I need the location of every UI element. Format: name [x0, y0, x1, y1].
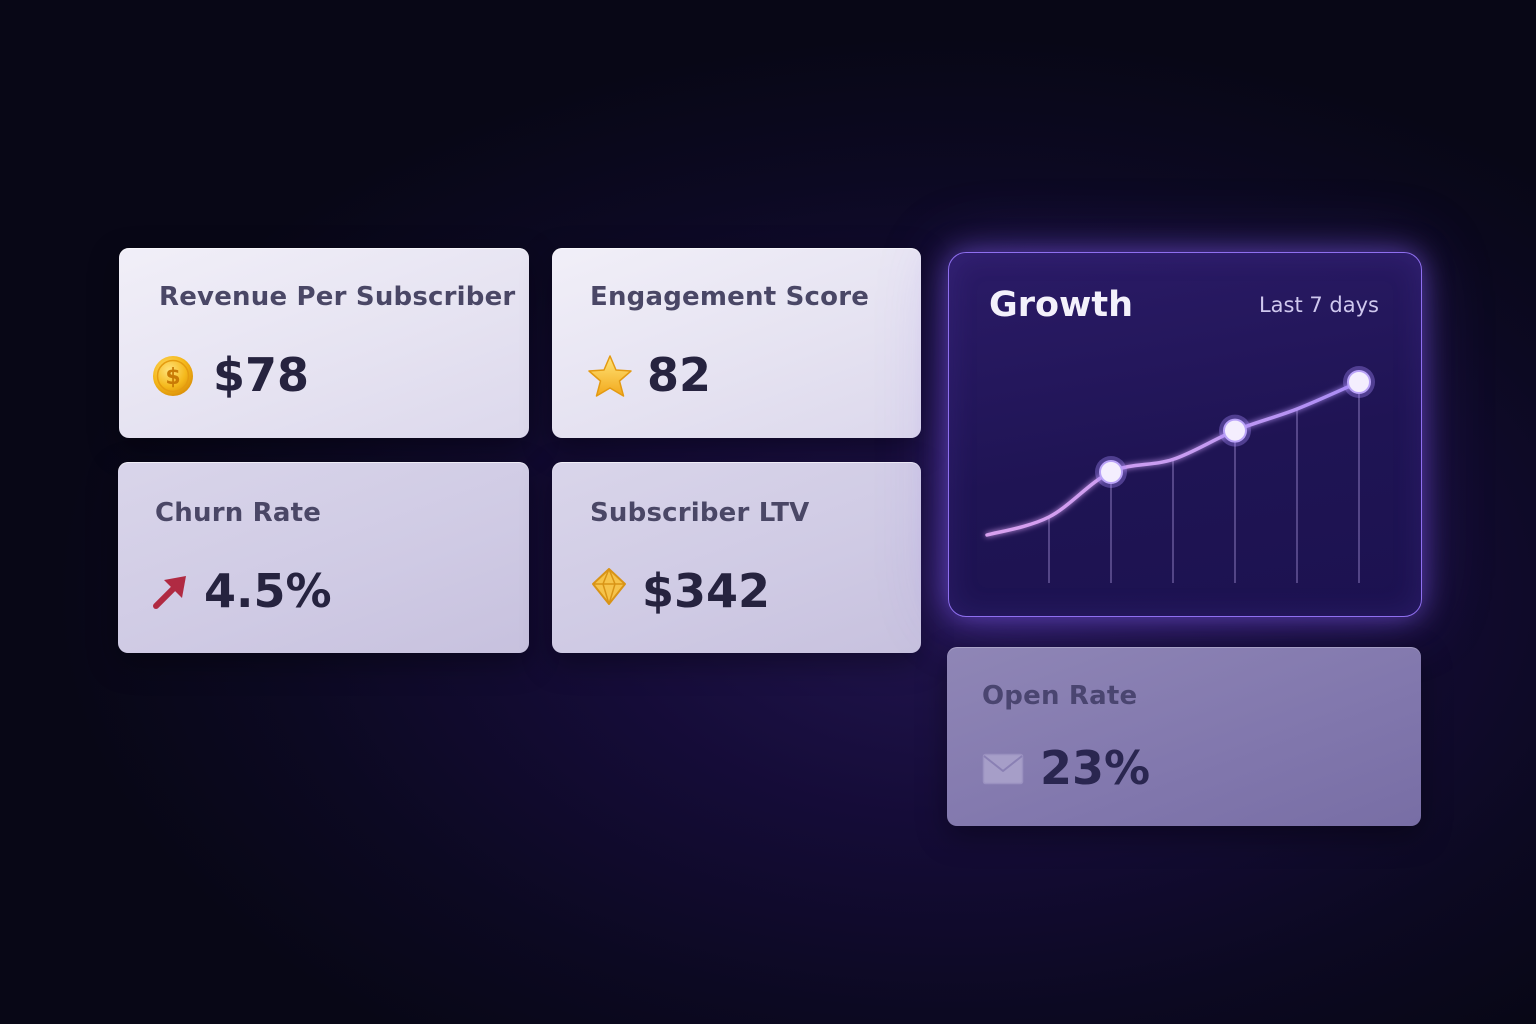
card-title: Open Rate [982, 681, 1138, 711]
svg-text:$: $ [165, 365, 180, 390]
coin-icon: $ [153, 356, 193, 396]
engagement-score-card[interactable]: Engagement Score 82 [552, 248, 921, 438]
revenue-per-subscriber-card[interactable]: Revenue Per Subscriber $ $78 [119, 248, 529, 438]
card-title: Engagement Score [590, 282, 870, 312]
diamond-icon [592, 568, 626, 605]
star-icon [588, 355, 632, 397]
card-value: 4.5% [204, 564, 332, 618]
growth-line-chart [985, 366, 1375, 583]
card-value: 82 [647, 348, 712, 402]
envelope-icon [982, 753, 1024, 785]
growth-chart-card[interactable]: Growth Last 7 days [948, 252, 1422, 617]
time-range-label[interactable]: Last 7 days [1258, 293, 1379, 317]
card-value: $78 [213, 348, 310, 402]
card-title: Revenue Per Subscriber [159, 282, 516, 312]
open-rate-card[interactable]: Open Rate 23% [947, 647, 1421, 826]
card-value: 23% [1040, 741, 1151, 795]
data-point [1347, 370, 1371, 394]
growth-series-line [985, 380, 1361, 537]
data-point [1099, 460, 1123, 484]
growth-title: Growth [989, 285, 1134, 325]
churn-rate-card[interactable]: Churn Rate 4.5% [118, 462, 529, 653]
card-title: Subscriber LTV [590, 498, 810, 528]
arrow-up-right-icon [153, 576, 186, 609]
card-value: $342 [642, 564, 771, 618]
subscriber-ltv-card[interactable]: Subscriber LTV $342 [552, 462, 921, 653]
card-title: Churn Rate [155, 498, 322, 528]
data-point [1223, 418, 1247, 443]
